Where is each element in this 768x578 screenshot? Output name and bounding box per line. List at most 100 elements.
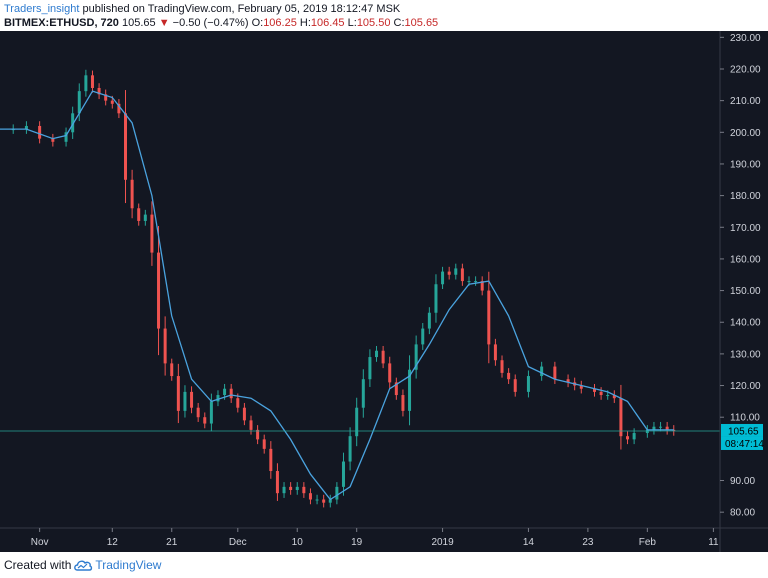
candle-body [388, 363, 392, 383]
y-tick-label: 110.00 [730, 413, 760, 424]
candle-body [176, 376, 180, 411]
plot-background[interactable] [0, 31, 768, 552]
candle-body [170, 363, 174, 377]
candle-body [493, 344, 497, 361]
candle-body [401, 395, 405, 411]
candle-body [262, 439, 266, 449]
candle-body [24, 125, 28, 130]
price-change: −0.50 (−0.47%) [172, 17, 249, 29]
price-badges: 105.65 08:47:14 [721, 423, 764, 450]
candle-body [599, 391, 603, 396]
candle-body [163, 328, 167, 364]
candle-body [308, 493, 312, 500]
candle-body [526, 376, 530, 392]
x-tick-label: 19 [351, 537, 363, 548]
y-tick-label: 210.00 [730, 96, 761, 107]
countdown-badge [721, 436, 763, 450]
candle-body [124, 113, 128, 180]
candle-body [361, 379, 365, 408]
moving-average-line [0, 90, 674, 501]
candle-body [183, 391, 187, 411]
candle-body [302, 486, 306, 494]
x-tick-label: 11 [708, 537, 719, 548]
candle-body [203, 417, 207, 424]
candle-body [421, 328, 425, 345]
x-axis[interactable]: Nov 12 21 Dec 10 19 2019 14 23 Feb 11 [31, 528, 719, 548]
y-tick-label: 80.00 [730, 508, 755, 519]
candle-body [117, 103, 121, 114]
candle-body [249, 420, 253, 430]
candle-body [454, 268, 458, 275]
high-label: H: [299, 17, 311, 29]
candle-body [368, 357, 372, 380]
publish-line: Traders_insight published on TradingView… [4, 3, 400, 15]
candle-body [150, 214, 154, 253]
candle-body [632, 433, 636, 440]
candle-body [480, 281, 484, 291]
y-tick-label: 160.00 [730, 254, 761, 265]
current-price-badge [721, 423, 763, 437]
candle-body [665, 426, 669, 430]
y-axis[interactable]: 230.00 220.00 210.00 200.00 190.00 180.00 170.… [720, 33, 761, 519]
candle-body [659, 426, 663, 428]
candle-body [381, 350, 385, 364]
candle-body [242, 407, 246, 421]
candle-body [375, 350, 379, 358]
candle-body [110, 100, 114, 104]
last-price: 105.65 [121, 17, 156, 29]
candle-body [447, 271, 451, 275]
candle-body [500, 360, 504, 373]
candle-body [566, 379, 570, 383]
countdown-badge-text: 08:47:14 [725, 439, 764, 450]
created-with-line: Created with TradingView [4, 558, 161, 572]
candle-body [441, 271, 445, 285]
price-chart[interactable]: 230.00 220.00 210.00 200.00 190.00 180.00 170.… [0, 31, 768, 552]
y-tick-label: 230.00 [730, 33, 761, 44]
candle-body [190, 391, 194, 408]
candles-layer [11, 69, 676, 508]
candle-body [269, 448, 273, 472]
candle-body [216, 395, 220, 402]
author-link[interactable]: Traders_insight [4, 3, 80, 15]
y-tick-label: 220.00 [730, 64, 761, 75]
candle-body [467, 281, 471, 283]
created-with-text: Created with [4, 558, 72, 572]
candle-body [414, 344, 418, 370]
candle-body [513, 379, 517, 392]
candle-body [553, 366, 557, 380]
candle-body [652, 426, 656, 430]
chart-header: Traders_insight published on TradingView… [0, 0, 768, 31]
tradingview-cloud-icon[interactable] [73, 558, 93, 572]
y-tick-label: 200.00 [730, 128, 761, 139]
candle-body [612, 395, 616, 399]
candle-body [295, 486, 299, 491]
tradingview-brand-link[interactable]: TradingView [95, 558, 162, 572]
candle-body [282, 486, 286, 494]
candle-body [143, 214, 147, 221]
candle-body [71, 113, 75, 133]
x-tick-label: 21 [166, 537, 178, 548]
candle-body [209, 401, 213, 424]
candle-body [427, 312, 431, 329]
candle-body [507, 372, 511, 380]
candle-body [606, 395, 610, 397]
down-arrow-icon: ▼ [158, 17, 170, 29]
candle-body [90, 75, 94, 88]
candle-body [315, 499, 319, 501]
candle-body [328, 499, 332, 503]
candle-body [104, 94, 108, 101]
candle-body [64, 132, 68, 142]
candle-body [540, 366, 544, 377]
candle-body [408, 369, 412, 411]
candle-body [579, 385, 583, 389]
candle-body [137, 208, 141, 221]
candle-body [275, 471, 279, 494]
candle-body [592, 388, 596, 392]
y-tick-label: 120.00 [730, 381, 761, 392]
candle-body [619, 398, 623, 437]
current-price-badge-text: 105.65 [728, 426, 759, 437]
candle-body [645, 429, 649, 434]
candle-body [130, 179, 134, 209]
close-value: 105.65 [404, 17, 439, 29]
x-tick-label: Dec [229, 537, 247, 548]
